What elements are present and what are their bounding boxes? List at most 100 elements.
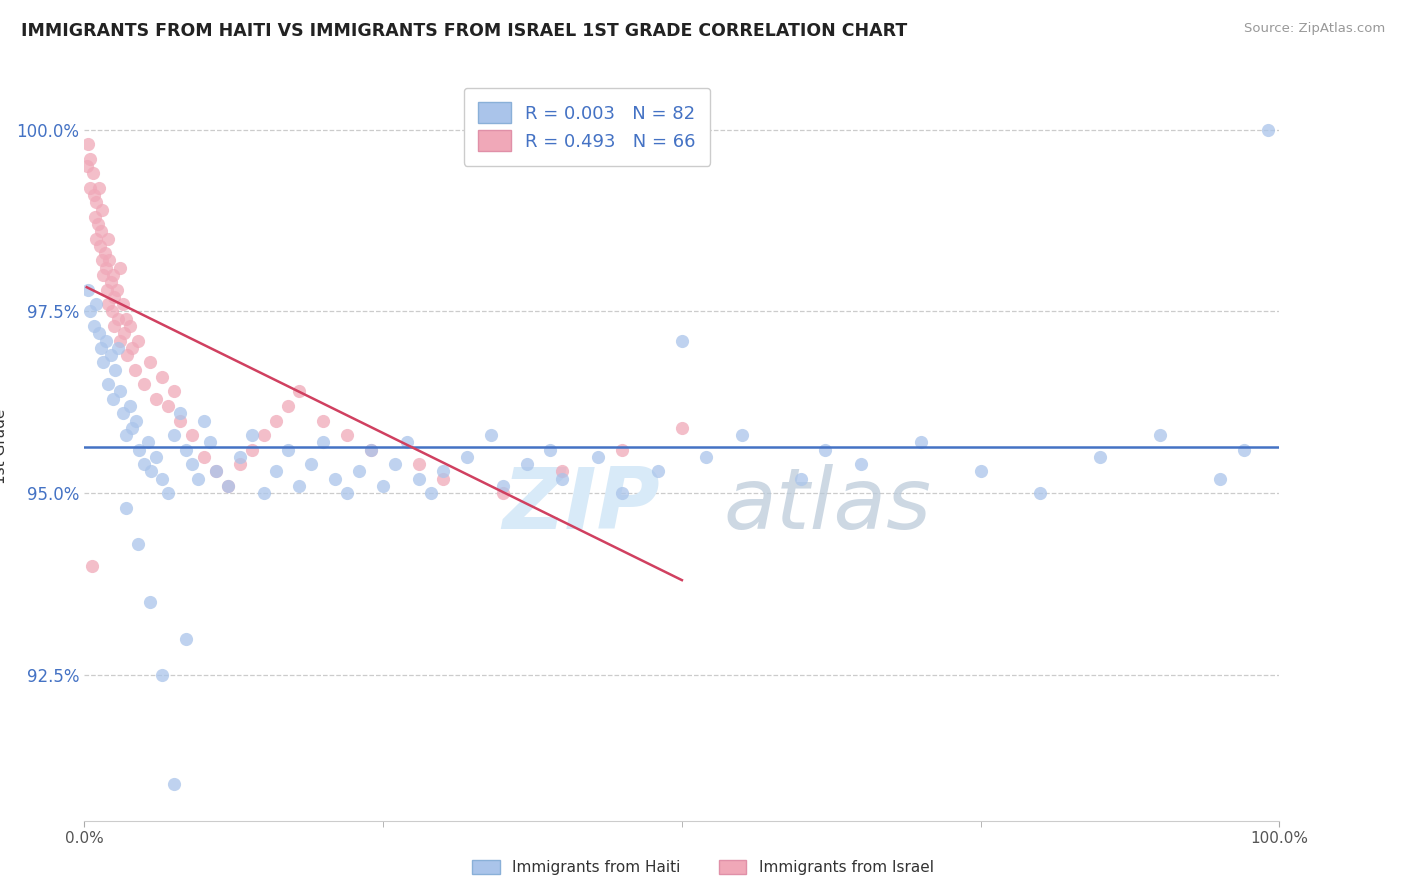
Point	[1257, 122, 1279, 136]
Point	[456, 450, 478, 464]
Point	[814, 442, 837, 457]
Point	[360, 442, 382, 457]
Point	[105, 283, 128, 297]
Point	[128, 442, 150, 457]
Point	[145, 450, 167, 464]
Point	[187, 472, 209, 486]
Point	[79, 180, 101, 194]
Point	[121, 421, 143, 435]
Point	[86, 217, 108, 231]
Point	[91, 253, 114, 268]
Point	[117, 348, 139, 362]
Point	[132, 377, 156, 392]
Point	[1209, 472, 1232, 486]
Point	[492, 486, 515, 500]
Point	[325, 472, 347, 486]
Point	[132, 457, 156, 471]
Point	[101, 268, 124, 282]
Point	[174, 442, 197, 457]
Point	[150, 472, 173, 486]
Point	[79, 152, 101, 166]
Point	[1029, 486, 1052, 500]
Point	[312, 435, 335, 450]
Point	[910, 435, 932, 450]
Point	[647, 465, 669, 479]
Point	[516, 457, 538, 471]
Point	[551, 472, 574, 486]
Text: Source: ZipAtlas.com: Source: ZipAtlas.com	[1244, 22, 1385, 36]
Point	[540, 442, 562, 457]
Point	[100, 348, 122, 362]
Point	[118, 318, 141, 333]
Point	[115, 500, 138, 515]
Point	[84, 210, 107, 224]
Y-axis label: 1st Grade: 1st Grade	[0, 409, 8, 483]
Point	[612, 486, 634, 500]
Text: atlas: atlas	[724, 465, 932, 548]
Point	[86, 297, 108, 311]
Point	[101, 392, 124, 406]
Point	[253, 486, 276, 500]
Point	[89, 239, 111, 253]
Point	[193, 413, 215, 427]
Point	[107, 311, 129, 326]
Legend: Immigrants from Haiti, Immigrants from Israel: Immigrants from Haiti, Immigrants from I…	[468, 855, 938, 880]
Point	[139, 595, 162, 609]
Point	[336, 428, 359, 442]
Point	[115, 428, 138, 442]
Point	[432, 472, 454, 486]
Point	[181, 457, 204, 471]
Point	[970, 465, 993, 479]
Point	[90, 224, 112, 238]
Point	[101, 304, 124, 318]
Point	[93, 355, 115, 369]
Point	[1149, 428, 1171, 442]
Text: ZIP: ZIP	[503, 465, 661, 548]
Point	[229, 450, 252, 464]
Point	[198, 435, 221, 450]
Point	[98, 253, 121, 268]
Point	[150, 668, 173, 682]
Point	[790, 472, 813, 486]
Point	[93, 268, 115, 282]
Point	[111, 406, 134, 420]
Point	[181, 428, 204, 442]
Point	[301, 457, 323, 471]
Point	[240, 442, 263, 457]
Point	[360, 442, 382, 457]
Point	[157, 399, 180, 413]
Point	[103, 318, 125, 333]
Point	[396, 435, 419, 450]
Point	[349, 465, 371, 479]
Point	[163, 428, 186, 442]
Text: IMMIGRANTS FROM HAITI VS IMMIGRANTS FROM ISRAEL 1ST GRADE CORRELATION CHART: IMMIGRANTS FROM HAITI VS IMMIGRANTS FROM…	[21, 22, 907, 40]
Point	[104, 362, 127, 376]
Point	[408, 472, 430, 486]
Point	[588, 450, 610, 464]
Point	[87, 326, 110, 341]
Point	[136, 435, 159, 450]
Point	[193, 450, 215, 464]
Point	[264, 465, 287, 479]
Point	[240, 428, 263, 442]
Point	[408, 457, 430, 471]
Point	[312, 413, 335, 427]
Point	[671, 334, 693, 348]
Point	[127, 537, 149, 551]
Point	[110, 260, 132, 275]
Point	[107, 341, 129, 355]
Point	[76, 159, 98, 173]
Point	[118, 399, 141, 413]
Point	[169, 413, 191, 427]
Point	[141, 465, 163, 479]
Point	[288, 384, 311, 399]
Point	[94, 260, 117, 275]
Point	[90, 341, 112, 355]
Point	[77, 283, 100, 297]
Point	[121, 341, 143, 355]
Point	[479, 428, 502, 442]
Point	[87, 180, 110, 194]
Point	[229, 457, 252, 471]
Point	[111, 297, 134, 311]
Point	[277, 442, 299, 457]
